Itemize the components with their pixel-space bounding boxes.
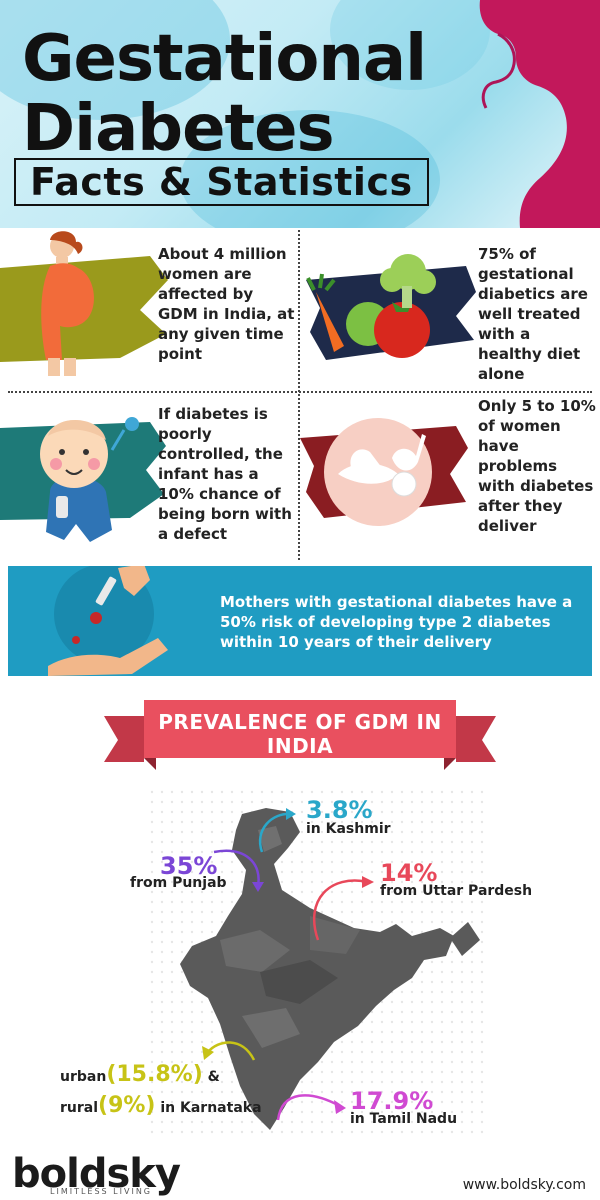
stat-up-value: 14% bbox=[380, 859, 438, 887]
boldsky-tagline: LIMITLESS LIVING bbox=[50, 1187, 153, 1196]
stat-tn-label: in Tamil Nadu bbox=[350, 1111, 458, 1127]
header-section: Gestational Diabetes Facts & Statistics bbox=[0, 0, 600, 228]
boldsky-logo: boldsky bbox=[12, 1151, 181, 1197]
vegetables-icon bbox=[306, 254, 436, 358]
glucose-test-hand-icon bbox=[48, 566, 168, 676]
fact-text-women-affected: About 4 million women are affected by GD… bbox=[158, 245, 295, 363]
fact-card-women-affected: About 4 million women are affected by GD… bbox=[0, 228, 298, 390]
fact-text-diet: 75% of gestational diabetics are well tr… bbox=[478, 245, 588, 383]
page-title-line1: Gestational bbox=[22, 22, 427, 96]
page-title-line2: Diabetes bbox=[22, 92, 335, 166]
india-map bbox=[150, 790, 490, 1140]
stat-karnataka-rural: rural(9%) in Karnataka bbox=[60, 1093, 262, 1118]
stat-kashmir-label: in Kashmir bbox=[306, 821, 391, 837]
stat-tn-value: 17.9% bbox=[350, 1087, 434, 1115]
fact-text-infant-defect: If diabetes is poorly controlled, the in… bbox=[158, 405, 292, 543]
stat-karnataka-amp: & bbox=[207, 1069, 220, 1085]
stat-karnataka-urban: urban(15.8%) & bbox=[60, 1062, 220, 1087]
page-subtitle: Facts & Statistics bbox=[14, 158, 429, 206]
prevalence-ribbon bbox=[104, 700, 496, 770]
fact-card-diet: 75% of gestational diabetics are well tr… bbox=[300, 228, 600, 390]
risk-banner-text: Mothers with gestational diabetes have a… bbox=[220, 593, 573, 651]
risk-banner: Mothers with gestational diabetes have a… bbox=[8, 566, 592, 676]
fact-card-infant-defect: If diabetes is poorly controlled, the in… bbox=[0, 394, 298, 560]
stat-punjab-value: 35% bbox=[160, 852, 218, 880]
stork-icon bbox=[324, 418, 432, 526]
stat-karnataka-urban-value: (15.8%) bbox=[106, 1062, 203, 1087]
stat-punjab-label: from Punjab bbox=[130, 875, 227, 891]
fact-text-after-delivery: Only 5 to 10% of women have problems wit… bbox=[478, 397, 596, 535]
footer-url[interactable]: www.boldsky.com bbox=[462, 1177, 586, 1193]
prevalence-title: PREVALENCE OF GDM IN INDIA bbox=[158, 710, 442, 758]
stat-kashmir-value: 3.8% bbox=[306, 796, 373, 824]
grid-divider-horizontal bbox=[8, 391, 592, 393]
stat-arrows bbox=[202, 808, 374, 1121]
pregnant-woman-silhouette-icon bbox=[479, 0, 600, 228]
stat-karnataka-urban-prefix: urban bbox=[60, 1069, 107, 1085]
pregnant-woman-icon bbox=[41, 231, 95, 376]
fact-card-after-delivery: Only 5 to 10% of women have problems wit… bbox=[300, 394, 600, 560]
stat-up-label: from Uttar Pardesh bbox=[380, 883, 533, 899]
baby-icon bbox=[40, 417, 139, 542]
stat-karnataka-rural-value: (9%) bbox=[98, 1093, 156, 1118]
grid-divider-vertical bbox=[298, 230, 300, 560]
stat-karnataka-rural-prefix: rural bbox=[60, 1100, 99, 1116]
stat-karnataka-suffix: in Karnataka bbox=[160, 1100, 262, 1116]
